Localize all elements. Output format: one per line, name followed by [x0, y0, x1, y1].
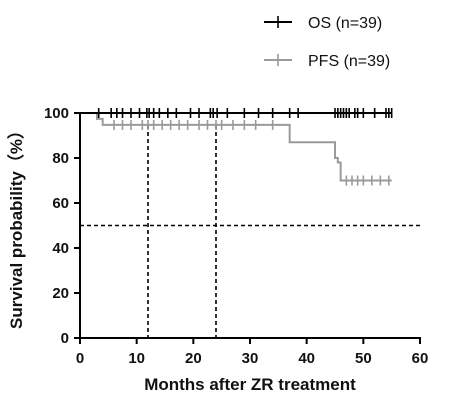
x-tick-label: 10 [128, 350, 145, 367]
y-tick-label: 20 [52, 285, 69, 302]
y-tick-label: 80 [52, 150, 69, 167]
axes: 0 10 20 30 40 50 60 0 20 40 60 80 100 [44, 105, 428, 367]
y-axis-title: Survival probability（%） [6, 122, 26, 329]
y-tick-label: 60 [52, 195, 69, 212]
series-os [80, 108, 393, 118]
y-tick-label: 40 [52, 240, 69, 257]
x-tick-label: 0 [76, 350, 84, 367]
x-tick-label: 20 [185, 350, 202, 367]
x-axis-title: Months after ZR treatment [144, 375, 356, 394]
y-tick-label: 0 [61, 330, 69, 347]
legend-label: PFS (n=39) [308, 53, 390, 70]
legend-item-os: OS (n=39) [264, 15, 382, 32]
x-tick-label: 50 [355, 350, 372, 367]
x-tick-label: 40 [298, 350, 315, 367]
legend-item-pfs: PFS (n=39) [264, 53, 390, 70]
x-tick-label: 30 [242, 350, 259, 367]
y-tick-label: 100 [44, 105, 69, 122]
reference-lines [80, 125, 420, 338]
legend-label: OS (n=39) [308, 15, 382, 32]
x-tick-label: 60 [412, 350, 429, 367]
series-line [80, 112, 392, 182]
legend: OS (n=39) PFS (n=39) [264, 15, 390, 70]
series-layer [80, 108, 393, 186]
series-pfs [80, 112, 392, 186]
